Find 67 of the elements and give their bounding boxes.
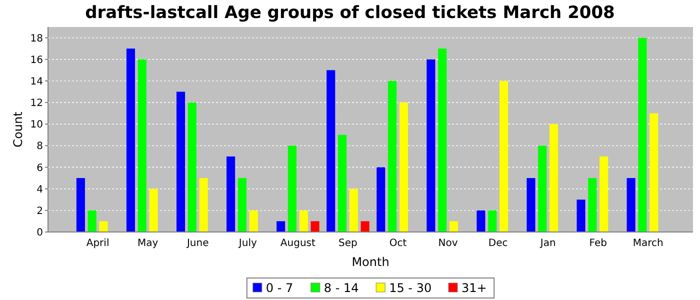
bar — [349, 188, 358, 232]
bar — [399, 102, 408, 232]
bar — [88, 210, 96, 232]
bar — [426, 59, 436, 232]
bar — [360, 221, 370, 232]
y-tick-label: 10 — [30, 120, 43, 131]
legend-label: 15 - 30 — [389, 281, 432, 295]
x-tick-label: March — [632, 238, 664, 249]
y-tick-label: 18 — [30, 33, 43, 44]
bar — [76, 178, 85, 232]
x-tick-label: Feb — [589, 238, 607, 249]
bar — [276, 221, 286, 232]
bar — [126, 48, 136, 232]
bar — [238, 178, 246, 232]
bar — [249, 210, 258, 232]
bar — [326, 70, 336, 232]
bar — [626, 178, 636, 232]
bar — [449, 221, 458, 232]
bar — [488, 210, 497, 232]
legend-label: 0 - 7 — [266, 281, 294, 295]
y-tick-label: 8 — [36, 141, 43, 152]
bar — [638, 38, 647, 232]
bar — [438, 48, 447, 232]
x-axis-title: Month — [352, 255, 390, 269]
x-tick-label: July — [238, 238, 257, 249]
bar — [600, 156, 608, 232]
x-tick-label: Sep — [338, 238, 358, 249]
y-tick-label: 6 — [36, 162, 43, 174]
bar — [650, 113, 658, 232]
bar — [526, 178, 536, 232]
x-tick-label: April — [86, 238, 110, 249]
x-tick-label: Dec — [488, 238, 508, 249]
y-axis-title: Count — [11, 111, 25, 148]
bar — [476, 210, 486, 232]
bar — [310, 221, 320, 232]
bar — [376, 167, 386, 232]
x-tick-label: May — [137, 238, 158, 249]
y-tick-label: 0 — [36, 228, 43, 238]
bar — [576, 200, 586, 232]
bar — [138, 59, 146, 232]
legend-label: 8 - 14 — [324, 281, 359, 295]
y-tick-label: 14 — [30, 76, 43, 88]
bar — [176, 92, 186, 232]
legend-label: 31+ — [462, 281, 487, 295]
x-tick-label: Jan — [539, 238, 556, 249]
bar — [388, 80, 397, 232]
bar — [199, 178, 208, 232]
bar — [149, 188, 158, 232]
chart-title: drafts-lastcall Age groups of closed tickets March 2008 — [85, 3, 615, 23]
y-tick-label: 4 — [36, 184, 43, 196]
bar — [538, 146, 547, 232]
bar — [226, 156, 236, 232]
y-tick-label: 2 — [36, 206, 43, 217]
y-tick-label: 16 — [30, 54, 43, 66]
bar — [499, 80, 508, 232]
bar — [338, 134, 347, 232]
bar — [288, 146, 297, 232]
bar — [299, 210, 308, 232]
x-tick-label: June — [186, 238, 209, 249]
x-tick-label: August — [280, 238, 316, 249]
bar — [550, 124, 558, 232]
bar — [588, 178, 597, 232]
bar — [188, 102, 196, 232]
x-tick-label: Nov — [438, 238, 458, 249]
x-tick-label: Oct — [389, 238, 407, 249]
bar — [99, 221, 108, 232]
y-tick-label: 12 — [30, 98, 43, 110]
